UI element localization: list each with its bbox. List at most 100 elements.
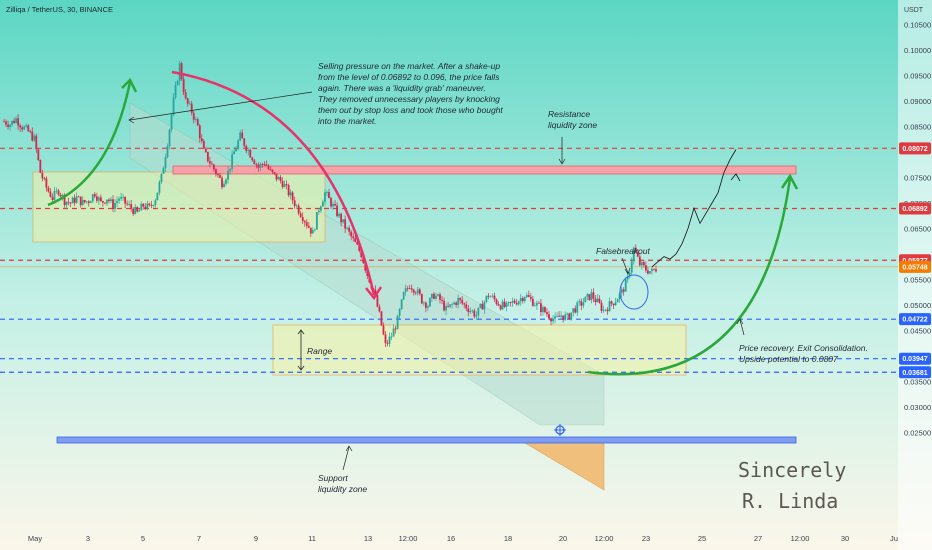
candle-body [477,307,480,316]
candle-body [358,244,361,251]
candle-body [221,177,223,188]
candle-body [588,294,591,301]
candle-body [37,149,40,160]
candle-body [267,165,270,170]
candle-body [166,146,169,158]
candle-body [586,294,589,297]
candle-body [511,300,514,303]
candle-body [249,150,252,158]
x-tick-label: 12:00 [399,534,418,543]
candle-body [348,227,351,232]
candle-body [315,212,318,230]
candle-body [642,262,645,266]
candle-body [253,160,256,165]
candle-body [336,205,338,217]
candle-body [420,294,423,304]
false-breakout-note: Falsebreakout [596,246,651,256]
candle-body [211,163,213,165]
x-tick-label: 16 [447,534,455,543]
candle-body [27,125,30,132]
candle-body [653,268,655,270]
candle-body [542,307,544,313]
candle-body [402,292,405,300]
candle-body [612,303,615,306]
candle-body [235,148,238,152]
selling-note: Selling pressure on the market. After a … [318,61,505,126]
candle-body [352,236,355,239]
candle-body [465,304,468,309]
candle-body [592,292,595,299]
y-tick-label: 0.06500 [904,225,931,234]
x-tick-label: 12:00 [791,534,810,543]
candle-body [485,295,488,302]
candle-body [447,306,449,307]
candle-body [487,295,490,297]
price-label-text: 0.03681 [902,370,927,377]
alert-icon[interactable] [554,424,566,436]
candle-body [47,187,50,192]
candle-body [550,318,552,322]
candle-body [562,315,565,320]
candle-body [245,145,248,151]
candle-body [142,203,145,207]
price-label-tag [899,142,931,155]
candle-body [87,201,90,203]
candle-body [469,310,472,313]
candle-body [261,164,264,165]
resistance-liquidity-zone [172,165,797,175]
price-label-tag [899,260,931,273]
candle-body [213,164,215,170]
candle-body [196,119,199,126]
price-label-text: 0.06892 [902,206,927,213]
candle-body [471,310,474,312]
candle-body [150,205,153,206]
candle-body [35,135,38,150]
false-breakout-pointer [621,257,629,274]
x-tick-label: 7 [197,534,201,543]
candle-body [160,173,163,183]
candle-body [501,301,504,310]
candle-body [208,161,211,164]
candle-body [507,302,510,304]
projection-path [651,149,741,268]
candle-body [527,295,530,297]
candle-body [85,201,88,203]
candle-body [99,197,102,202]
candle-body [53,191,56,201]
candle-body [515,302,518,305]
candle-body [647,270,649,274]
candle-body [112,199,114,210]
candle-body [116,200,118,204]
candle-body [138,210,141,212]
candle-body [134,206,137,214]
candle-body [273,172,276,174]
selling-note-pointer-head [128,116,135,124]
candle-body [285,184,288,186]
candle-body [364,263,367,271]
candle-body [106,199,108,204]
candle-body [378,306,381,312]
candle-body [5,121,7,125]
candle-body [538,302,540,304]
candle-body [481,304,484,310]
candle-body [376,295,379,307]
candle-body [632,247,635,262]
candle-body [475,315,478,317]
candle-body [59,194,62,197]
candle-body [91,194,94,202]
time-axis: May 3 5 7 9 11 13 12:00 16 18 20 12:00 23 25 27 12:00 30… [28,534,898,543]
candle-body [23,126,26,130]
candle-body [215,169,217,175]
candle-body [437,294,439,296]
candle-body [400,299,403,310]
candle-body [324,192,326,202]
candle-body [120,196,122,199]
candle-body [558,315,560,317]
support-note: Support liquidity zone [318,473,367,494]
y-tick-label: 0.07500 [904,174,931,183]
candle-body [128,204,131,205]
candle-body [269,169,272,170]
range-box [272,324,687,376]
candle-body [540,303,542,313]
candle-body [386,343,389,344]
